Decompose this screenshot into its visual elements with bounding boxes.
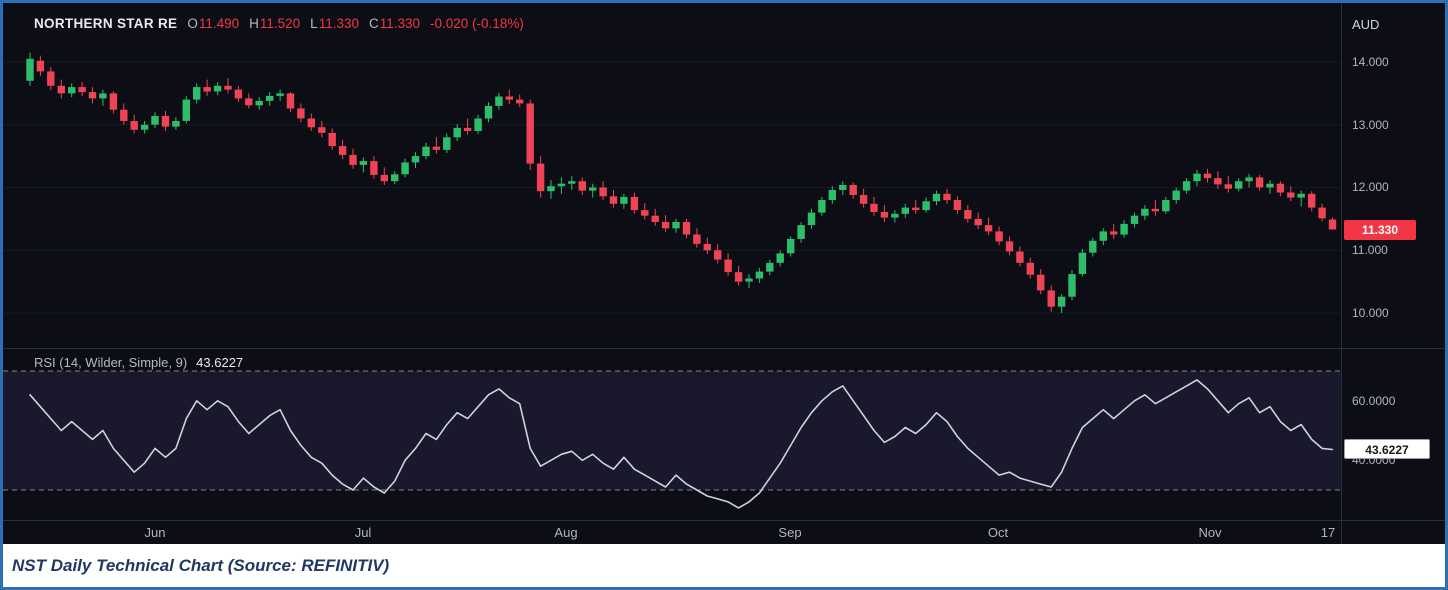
time-axis-label: Sep: [778, 525, 802, 540]
axis-separator: [3, 520, 1445, 521]
rsi-pane-canvas[interactable]: [3, 349, 1341, 520]
last-price-badge: 11.330: [1344, 220, 1416, 240]
rsi-value: 43.6227: [196, 355, 244, 370]
price-pane-canvas[interactable]: [3, 3, 1341, 348]
rsi-label: RSI (14, Wilder, Simple, 9): [34, 355, 188, 370]
ohlc-high: H11.520: [249, 16, 301, 31]
axis-tick-label: 13.000: [1352, 118, 1389, 132]
price-axis[interactable]: AUD 11.330 43.6227 14.000 13.000 12.000 11.…: [1342, 3, 1445, 544]
ohlc-low: L11.330: [310, 16, 359, 31]
symbol-legend: NORTHERN STAR RE O11.490 H11.520 L11.330…: [34, 16, 524, 31]
time-axis-label: Jul: [354, 525, 372, 540]
chart-area: NORTHERN STAR RE O11.490 H11.520 L11.330…: [3, 3, 1445, 544]
axis-tick-label: 10.000: [1352, 306, 1389, 320]
time-axis-label: Oct: [987, 525, 1009, 540]
pane-separator[interactable]: [3, 348, 1445, 349]
caption-bar: NST Daily Technical Chart (Source: REFIN…: [3, 544, 1445, 587]
axis-tick-label: 14.000: [1352, 55, 1389, 69]
currency-label: AUD: [1352, 17, 1380, 32]
axis-tick-label: 11.000: [1352, 243, 1388, 257]
symbol-name: NORTHERN STAR RE: [34, 16, 178, 31]
time-axis[interactable]: Jun Jul Aug Sep Oct Nov 17: [3, 521, 1341, 544]
price-axis-separator: [1341, 3, 1342, 544]
ohlc-open: O11.490: [187, 16, 240, 31]
time-axis-label: Nov: [1198, 525, 1222, 540]
time-axis-label: Jun: [144, 525, 166, 540]
time-axis-label: Aug: [554, 525, 578, 540]
change-value: -0.020 (-0.18%): [430, 16, 524, 31]
time-axis-label: 17: [1320, 525, 1336, 540]
rsi-value-badge: 43.6227: [1344, 439, 1430, 459]
caption-text: NST Daily Technical Chart (Source: REFIN…: [12, 555, 390, 575]
axis-tick-label: 12.000: [1352, 180, 1389, 194]
ohlc-close: C11.330: [368, 16, 421, 31]
rsi-legend: RSI (14, Wilder, Simple, 9) 43.6227: [34, 355, 243, 370]
axis-tick-label: 60.0000: [1352, 394, 1396, 408]
